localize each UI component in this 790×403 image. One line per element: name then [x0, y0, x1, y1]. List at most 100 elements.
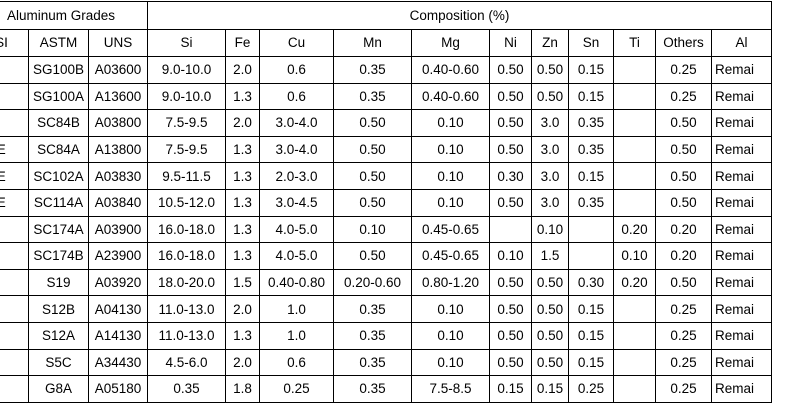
column-header-si: SI	[0, 28, 29, 57]
cell-ti: 0.10	[613, 242, 656, 270]
cell-sn: 0.30	[568, 268, 614, 297]
column-header-mn: Mn	[333, 28, 412, 57]
cell-zn: 3.0	[531, 135, 569, 164]
cell-astm: S12A	[28, 321, 89, 350]
cell-uns: A03920	[88, 268, 148, 297]
cell-others: 0.50	[655, 109, 712, 137]
cell-mn: 0.35	[333, 56, 412, 84]
cell-uns: A03830	[88, 162, 148, 190]
table-row: 0.0ESC84AA138007.5-9.51.33.0-4.00.500.10…	[0, 135, 772, 164]
cell-si: 0.0	[0, 242, 29, 270]
cell-cu: 0.25	[259, 375, 334, 403]
cell-si: 7.5-9.5	[147, 135, 226, 164]
cell-fe: 1.3	[225, 135, 260, 164]
cell-astm: S12B	[28, 295, 89, 323]
cell-si: 0.0E	[0, 135, 29, 164]
cell-ti	[613, 348, 656, 377]
table-row: 3.0S12AA1413011.0-13.01.31.00.350.100.50…	[0, 321, 772, 350]
cell-mg: 0.40-0.60	[411, 56, 490, 84]
aluminum-composition-table: Aluminum Grades Composition (%) SIASTMUN…	[0, 1, 772, 403]
cell-others: 0.50	[655, 188, 712, 217]
cell-mg: 0.10	[411, 135, 490, 164]
cell-astm: SG100A	[28, 82, 89, 111]
cell-fe: 1.3	[225, 321, 260, 350]
cell-si: 10.5-12.0	[147, 188, 226, 217]
group-header-row: Aluminum Grades Composition (%)	[0, 1, 772, 30]
cell-ti	[613, 82, 656, 111]
cell-mg: 0.10	[411, 188, 490, 217]
cell-ti	[613, 375, 656, 403]
cell-zn: 3.0	[531, 188, 569, 217]
cell-astm: SC84B	[28, 109, 89, 137]
cell-si: 3.0	[0, 348, 29, 377]
cell-sn: 0.35	[568, 188, 614, 217]
cell-sn: 0.15	[568, 295, 614, 323]
cell-cu: 0.6	[259, 82, 334, 111]
column-header-ti: Ti	[613, 28, 656, 57]
cell-si: 9.0-10.0	[147, 56, 226, 84]
cell-al: Remai	[711, 109, 772, 137]
table-body: 0.0SG100BA036009.0-10.02.00.60.350.40-0.…	[0, 56, 772, 403]
cell-ni: 0.50	[489, 135, 532, 164]
table-row: 0.0SG100AA136009.0-10.01.30.60.350.40-0.…	[0, 82, 772, 111]
cell-sn: 0.15	[568, 321, 614, 350]
cell-si: 9.0-10.0	[147, 82, 226, 111]
cell-zn: 0.10	[531, 215, 569, 244]
cell-zn: 3.0	[531, 162, 569, 190]
cell-si: 0.35	[147, 375, 226, 403]
cell-uns: A13600	[88, 82, 148, 111]
cell-zn: 0.15	[531, 375, 569, 403]
cell-mg: 0.10	[411, 162, 490, 190]
cell-fe: 2.0	[225, 56, 260, 84]
cell-si: 1.0E	[0, 162, 29, 190]
cell-al: Remai	[711, 82, 772, 111]
cell-mn: 0.35	[333, 82, 412, 111]
cell-si: 16.0-18.0	[147, 242, 226, 270]
cell-others: 0.25	[655, 295, 712, 323]
cell-others: 0.25	[655, 82, 712, 111]
cell-sn	[568, 242, 614, 270]
cell-al: Remai	[711, 295, 772, 323]
cell-zn: 0.50	[531, 321, 569, 350]
cell-zn: 1.5	[531, 242, 569, 270]
cell-zn: 0.50	[531, 295, 569, 323]
cell-mn: 0.35	[333, 348, 412, 377]
column-header-row: SIASTMUNSSiFeCuMnMgNiZnSnTiOthersAl	[0, 28, 772, 57]
column-header-al: Al	[711, 28, 772, 57]
cell-si: 0.0	[0, 82, 29, 111]
cell-cu: 0.40-0.80	[259, 268, 334, 297]
cell-ti	[613, 109, 656, 137]
cell-ni: 0.50	[489, 188, 532, 217]
cell-ni	[489, 215, 532, 244]
cell-uns: A03900	[88, 215, 148, 244]
cell-si: 9.5-11.5	[147, 162, 226, 190]
cell-cu: 3.0-4.0	[259, 109, 334, 137]
table-row: 3.0S5CA344304.5-6.02.00.60.350.100.500.5…	[0, 348, 772, 377]
column-header-fe: Fe	[225, 28, 260, 57]
cell-zn: 0.50	[531, 268, 569, 297]
cell-al: Remai	[711, 162, 772, 190]
column-header-mg: Mg	[411, 28, 490, 57]
cell-astm: SC174B	[28, 242, 89, 270]
cell-cu: 4.0-5.0	[259, 242, 334, 270]
cell-mn: 0.50	[333, 162, 412, 190]
cell-zn: 0.50	[531, 348, 569, 377]
cell-ni: 0.50	[489, 56, 532, 84]
cell-ni: 0.10	[489, 242, 532, 270]
cell-fe: 1.3	[225, 162, 260, 190]
column-header-si: Si	[147, 28, 226, 57]
cell-mn: 0.50	[333, 109, 412, 137]
cell-sn: 0.15	[568, 162, 614, 190]
table-row: 0.0SG100BA036009.0-10.02.00.60.350.40-0.…	[0, 56, 772, 84]
cell-uns: A14130	[88, 321, 148, 350]
cell-si: 11.0-13.0	[147, 321, 226, 350]
cell-cu: 0.6	[259, 348, 334, 377]
cell-sn: 0.15	[568, 82, 614, 111]
cell-mn: 0.50	[333, 242, 412, 270]
cell-al: Remai	[711, 348, 772, 377]
cell-others: 0.50	[655, 162, 712, 190]
cell-ni: 0.50	[489, 348, 532, 377]
table-row: 3.0S12BA0413011.0-13.02.01.00.350.100.50…	[0, 295, 772, 323]
cell-others: 0.25	[655, 321, 712, 350]
cell-others: 0.25	[655, 348, 712, 377]
